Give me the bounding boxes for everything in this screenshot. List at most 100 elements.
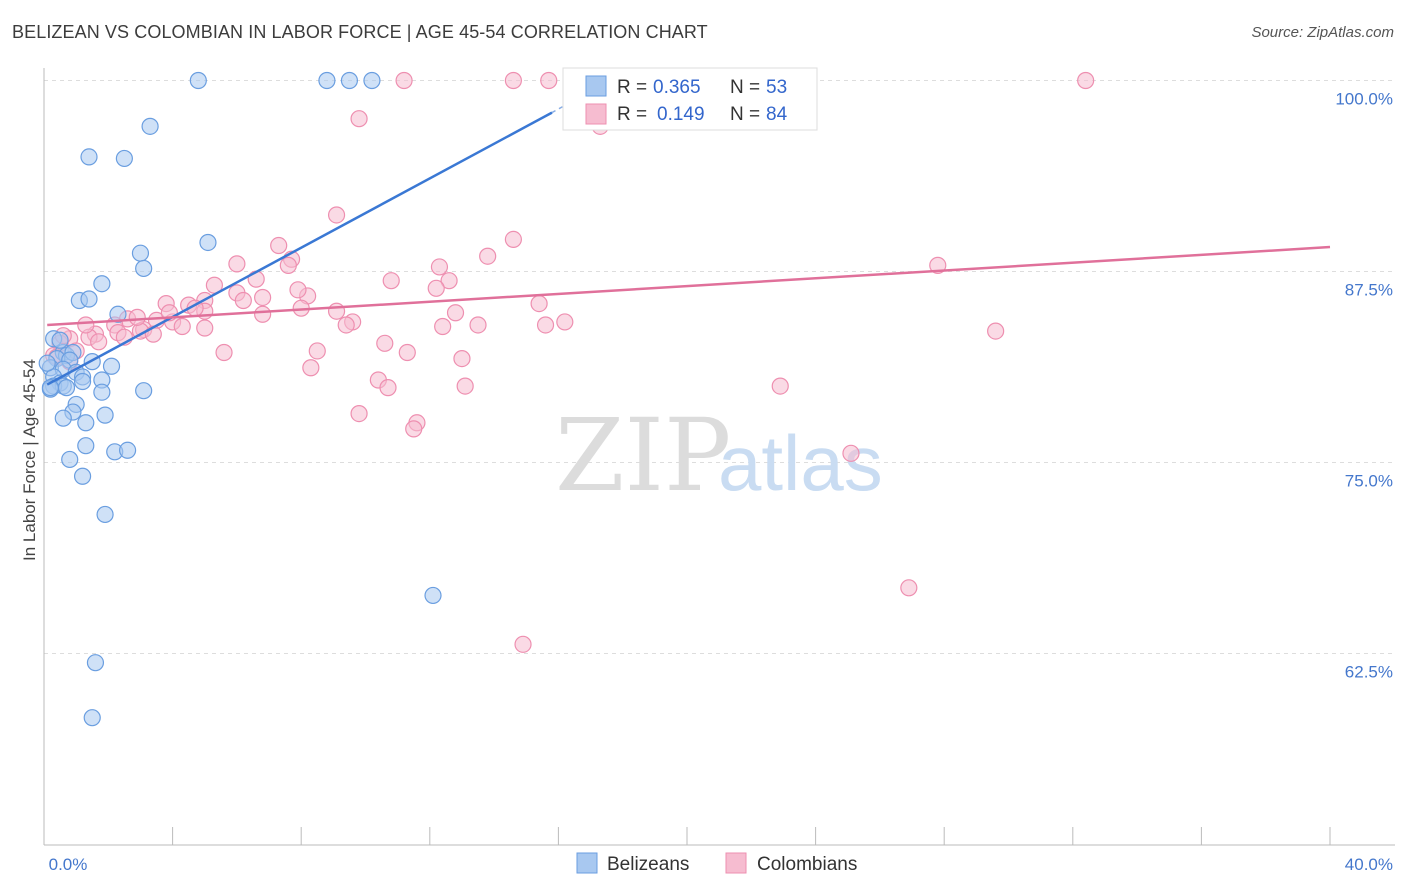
belizean-point: [189, 71, 207, 90]
belizean-point: [109, 305, 127, 323]
colombian-point: [900, 579, 918, 597]
colombian-point: [289, 281, 307, 299]
belizean-point: [41, 379, 60, 397]
colombian-point: [504, 71, 522, 90]
colombian-point: [254, 288, 272, 307]
colombian-point: [382, 272, 400, 290]
y-tick-label: 87.5%: [1345, 281, 1393, 300]
colombian-point: [337, 316, 355, 334]
belizean-trendline: [46, 111, 553, 386]
x-tick-label: 40.0%: [1345, 855, 1393, 874]
belizean-point: [54, 409, 72, 427]
series-legend: Belizeans Colombians: [576, 852, 857, 875]
colombian-point: [77, 316, 95, 334]
legend-swatch-colombians: [585, 103, 607, 125]
colombian-point: [440, 272, 458, 290]
legend-r-value-2: 0.149: [657, 104, 705, 125]
belizean-point: [57, 379, 76, 397]
belizean-point: [118, 441, 137, 459]
legend-r-value-1: 0.365: [653, 77, 701, 98]
legend-n-label-2: N =: [730, 104, 760, 125]
colombian-point: [540, 71, 558, 90]
belizean-point: [363, 71, 381, 90]
belizean-point: [131, 244, 150, 262]
y-tick-label: 100.0%: [1335, 90, 1393, 109]
colombian-point: [987, 322, 1005, 340]
belizean-point: [77, 437, 95, 455]
colombians-points: [45, 71, 1095, 653]
colombian-point: [350, 110, 368, 128]
belizean-point: [51, 331, 69, 349]
series-legend-swatch-belizeans: [576, 852, 598, 874]
belizean-point: [141, 117, 159, 135]
colombian-point: [128, 308, 146, 326]
belizean-point: [135, 259, 153, 278]
watermark-zip: ZIP: [555, 397, 731, 514]
belizean-point: [80, 290, 98, 308]
colombian-point: [398, 343, 416, 362]
belizean-point: [77, 414, 95, 432]
colombian-point: [453, 349, 471, 368]
colombian-point: [479, 247, 497, 265]
colombian-point: [90, 333, 108, 351]
watermark-atlas: atlas: [718, 419, 883, 507]
belizean-point: [80, 148, 98, 166]
colombian-point: [215, 343, 233, 362]
colombian-point: [327, 302, 346, 320]
y-axis-label: In Labor Force | Age 45-54: [20, 359, 39, 561]
colombian-point: [469, 316, 487, 334]
colombian-point: [771, 377, 789, 395]
colombian-point: [302, 359, 320, 377]
colombian-point: [270, 236, 288, 255]
colombian-point: [446, 304, 465, 322]
belizean-point: [424, 586, 442, 605]
colombian-point: [530, 294, 548, 313]
colombian-point: [196, 319, 214, 337]
belizean-point: [96, 505, 114, 524]
belizean-point: [93, 275, 111, 293]
belizean-point: [96, 406, 114, 424]
belizean-point: [86, 654, 105, 672]
correlation-legend: R = 0.365 N = 53 R = 0.149 N = 84: [562, 67, 818, 131]
belizean-point: [135, 382, 153, 400]
colombian-point: [350, 405, 368, 423]
colombian-point: [395, 71, 413, 90]
grid-lines: [44, 80, 1395, 654]
chart-title: BELIZEAN VS COLOMBIAN IN LABOR FORCE | A…: [12, 22, 708, 42]
belizean-point: [73, 467, 92, 485]
colombian-point: [556, 313, 574, 331]
colombian-point: [536, 316, 555, 334]
colombian-point: [430, 258, 449, 276]
tick-labels: 62.5% 75.0% 87.5% 100.0% 0.0% 40.0%: [49, 90, 1393, 875]
colombian-point: [279, 256, 297, 274]
legend-n-value-2: 84: [766, 104, 788, 125]
belizeans-points: [38, 71, 442, 727]
belizean-point: [199, 233, 217, 252]
series-legend-label-belizeans: Belizeans: [607, 854, 689, 875]
colombian-point: [173, 317, 191, 336]
colombian-point: [308, 342, 326, 360]
colombian-point: [434, 317, 452, 336]
colombian-point: [379, 379, 397, 397]
colombian-point: [247, 270, 265, 288]
colombian-point: [427, 279, 445, 297]
belizean-point: [102, 357, 121, 375]
belizean-point: [38, 354, 56, 372]
belizean-point: [340, 71, 359, 90]
colombian-point: [456, 377, 474, 395]
series-legend-swatch-colombians: [725, 852, 747, 874]
legend-r-label-1: R =: [617, 77, 647, 98]
belizean-point: [61, 450, 79, 469]
colombian-point: [514, 635, 532, 653]
y-tick-label: 75.0%: [1345, 472, 1393, 491]
y-tick-label: 62.5%: [1345, 663, 1393, 682]
colombian-point: [376, 334, 394, 352]
source-credit: Source: ZipAtlas.com: [1251, 24, 1394, 41]
belizean-point: [73, 372, 92, 391]
belizean-point: [318, 71, 336, 90]
x-tick-label: 0.0%: [49, 855, 88, 874]
belizean-point: [93, 383, 111, 401]
colombian-point: [254, 305, 272, 323]
colombian-point: [1077, 71, 1095, 90]
